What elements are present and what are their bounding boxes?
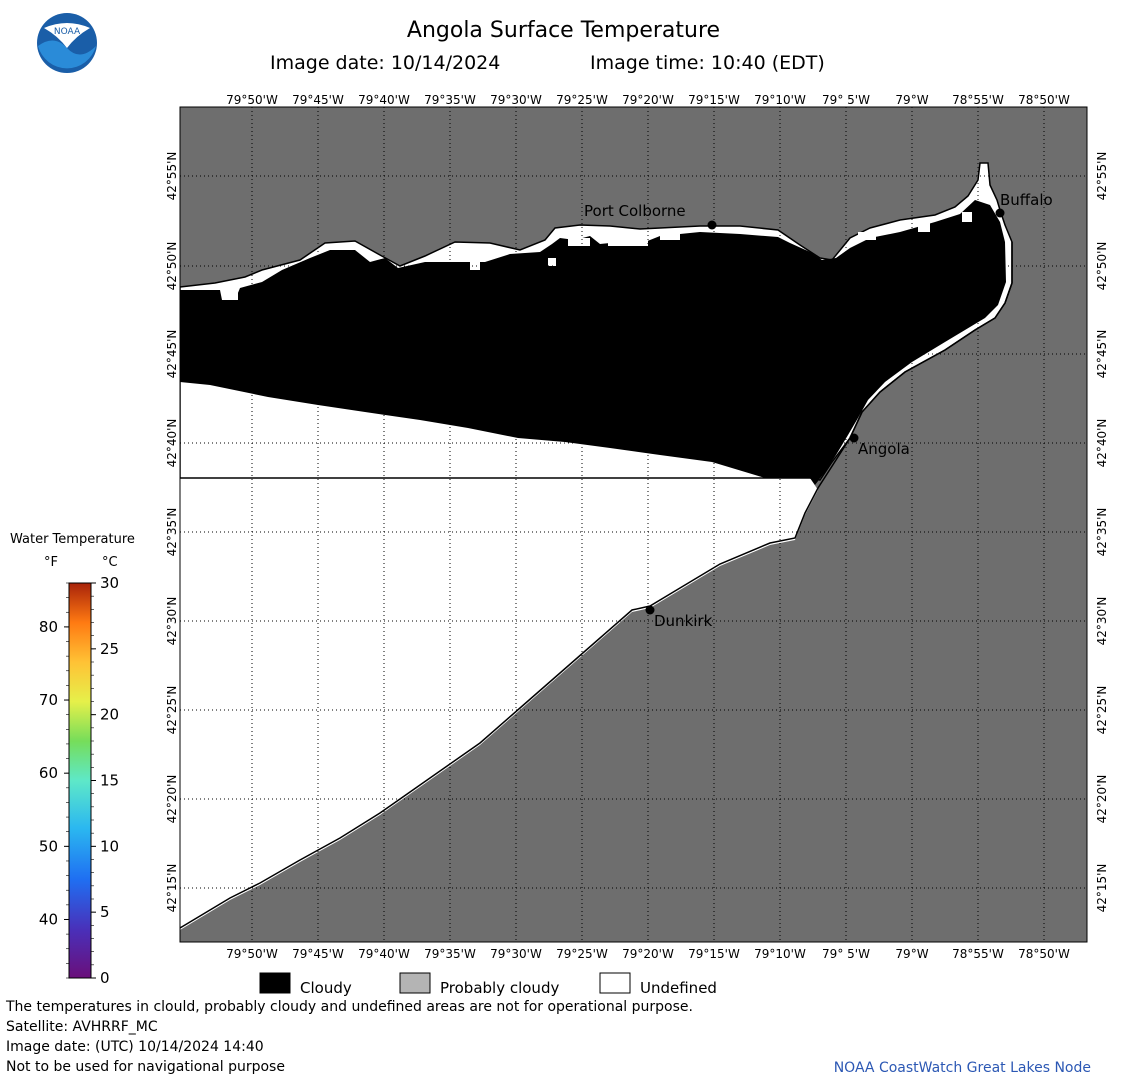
colorbar-unit-c: °C	[102, 555, 118, 570]
lat-label-left: 42°55'N	[165, 152, 179, 201]
footer-utc-date: Image date: (UTC) 10/14/2024 14:40	[6, 1039, 264, 1055]
lon-label-top: 78°50'W	[1018, 93, 1070, 107]
key-cloudy-label: Cloudy	[300, 979, 352, 997]
lat-label-right: 42°40'N	[1095, 419, 1109, 468]
lon-label-top: 79°50'W	[226, 93, 278, 107]
key-cloudy-swatch	[259, 972, 291, 994]
lat-label-left: 42°45'N	[165, 330, 179, 379]
lat-label-left: 42°35'N	[165, 508, 179, 557]
lat-label-right: 42°30'N	[1095, 597, 1109, 646]
colorbar-c-tick: 25	[100, 640, 119, 658]
logo-text: NOAA	[54, 27, 81, 37]
lat-label-left: 42°15'N	[165, 864, 179, 913]
place-label: Port Colborne	[584, 202, 686, 220]
lat-label-left: 42°25'N	[165, 686, 179, 735]
place-markers: Port Colborne Buffalo Angola Dunkirk	[584, 191, 1053, 630]
key-undefined-swatch	[599, 972, 631, 994]
lon-label-bottom: 79°40'W	[358, 947, 410, 961]
place-label: Angola	[858, 440, 910, 458]
lat-label-right: 42°35'N	[1095, 508, 1109, 557]
lon-label-top: 79° 5'W	[822, 93, 870, 107]
map-frame	[179, 106, 1088, 943]
lon-label-bottom: 79°50'W	[226, 947, 278, 961]
lat-label-left: 42°40'N	[165, 419, 179, 468]
footer-credit: NOAA CoastWatch Great Lakes Node	[833, 1060, 1091, 1076]
cloud-edge-pixels	[222, 212, 972, 300]
place-label: Buffalo	[1000, 191, 1053, 209]
lat-label-right: 42°50'N	[1095, 242, 1109, 291]
colorbar-title: Water Temperature	[10, 532, 135, 547]
lon-label-top: 79°35'W	[424, 93, 476, 107]
lat-label-right: 42°55'N	[1095, 152, 1109, 201]
lon-label-bottom: 79°45'W	[292, 947, 344, 961]
colorbar-f-tick: 70	[39, 691, 58, 709]
lat-labels-left: 42°55'N 42°50'N 42°45'N 42°40'N 42°35'N 42°30…	[165, 152, 179, 913]
lat-label-right: 42°15'N	[1095, 864, 1109, 913]
lon-label-bottom: 78°50'W	[1018, 947, 1070, 961]
lat-label-left: 42°50'N	[165, 242, 179, 291]
colorbar-c-tick: 20	[100, 706, 119, 724]
colorbar-unit-f: °F	[44, 555, 58, 570]
south-shoreline	[180, 242, 1013, 929]
noaa-logo: NOAA	[37, 13, 97, 73]
image-time: Image time: 10:40 (EDT)	[590, 52, 825, 74]
lat-label-left: 42°30'N	[165, 597, 179, 646]
lat-label-left: 42°20'N	[165, 775, 179, 824]
place-marker	[849, 433, 859, 443]
chart-title: Angola Surface Temperature	[406, 18, 721, 43]
lat-label-right: 42°20'N	[1095, 775, 1109, 824]
colorbar-c-tick: 10	[100, 837, 119, 855]
colorbar-f-tick: 50	[39, 837, 58, 855]
lon-label-top: 78°55'W	[952, 93, 1004, 107]
lon-label-top: 79°10'W	[754, 93, 806, 107]
lon-label-top: 79°W	[895, 93, 928, 107]
colorbar	[68, 582, 92, 979]
place-marker	[707, 220, 717, 230]
lon-label-top: 79°45'W	[292, 93, 344, 107]
footer-satellite: Satellite: AVHRRF_MC	[6, 1019, 158, 1035]
lon-label-top: 79°15'W	[688, 93, 740, 107]
lat-labels-right: 42°55'N 42°50'N 42°45'N 42°40'N 42°35'N 42°30…	[1095, 152, 1109, 913]
lon-label-top: 79°30'W	[490, 93, 542, 107]
lon-label-bottom: 79°W	[895, 947, 928, 961]
cloudy-region	[180, 200, 1006, 485]
lon-labels-bottom: 79°50'W 79°45'W 79°40'W 79°35'W 79°30'W 79°25…	[226, 947, 1070, 961]
colorbar-c-tick: 15	[100, 772, 119, 790]
lon-labels-top: 79°50'W 79°45'W 79°40'W 79°35'W 79°30'W 79°25…	[226, 93, 1070, 107]
key-probably-cloudy-label: Probably cloudy	[440, 979, 560, 997]
lon-label-bottom: 79°35'W	[424, 947, 476, 961]
lon-label-bottom: 78°55'W	[952, 947, 1004, 961]
lon-label-bottom: 79°20'W	[622, 947, 674, 961]
lon-label-top: 79°40'W	[358, 93, 410, 107]
colorbar-c-tick: 0	[100, 969, 110, 987]
place-label: Dunkirk	[654, 612, 713, 630]
footer-disclaimer: The temperatures in clould, probably clo…	[6, 999, 693, 1015]
colorbar-c-tick: 30	[100, 574, 119, 592]
lon-label-bottom: 79°10'W	[754, 947, 806, 961]
undefined-region	[180, 380, 818, 930]
key-undefined-label: Undefined	[640, 979, 717, 997]
lon-label-top: 79°20'W	[622, 93, 674, 107]
place-marker	[995, 208, 1005, 218]
place-marker	[645, 605, 655, 615]
colorbar-f-tick: 60	[39, 764, 58, 782]
colorbar-f-tick: 80	[39, 618, 58, 636]
footer-nav-warning: Not to be used for navigational purpose	[6, 1059, 285, 1075]
colorbar-c-tick: 5	[100, 903, 110, 921]
lon-label-bottom: 79° 5'W	[822, 947, 870, 961]
lon-label-bottom: 79°30'W	[490, 947, 542, 961]
image-date: Image date: 10/14/2024	[270, 52, 501, 74]
lon-label-top: 79°25'W	[556, 93, 608, 107]
key-probably-cloudy-swatch	[399, 972, 431, 994]
lat-label-right: 42°25'N	[1095, 686, 1109, 735]
colorbar-f-tick: 40	[39, 910, 58, 928]
lon-label-bottom: 79°15'W	[688, 947, 740, 961]
lat-label-right: 42°45'N	[1095, 330, 1109, 379]
lon-label-bottom: 79°25'W	[556, 947, 608, 961]
